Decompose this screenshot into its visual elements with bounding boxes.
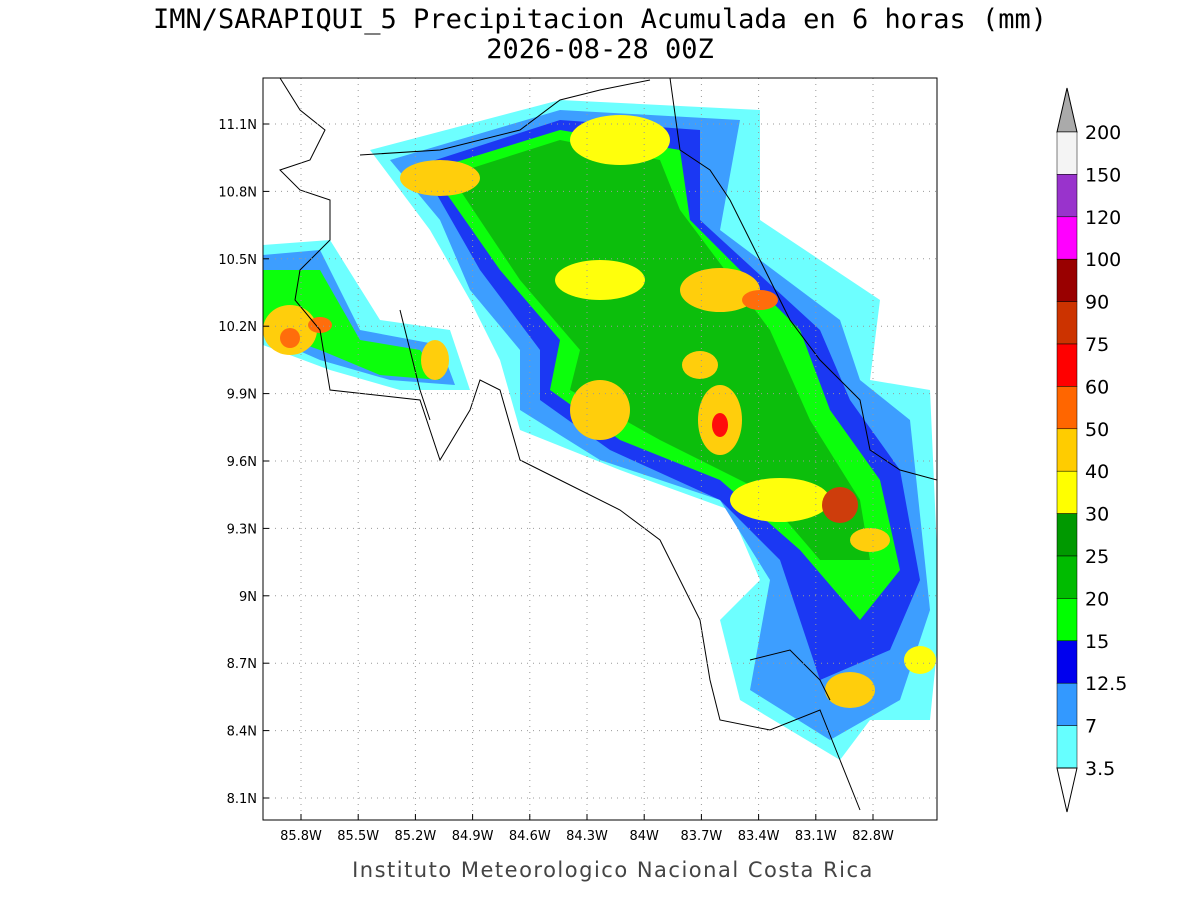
color-box <box>1056 513 1078 557</box>
lon-label: 82.8W <box>852 829 894 844</box>
lat-label: 11.1N <box>218 118 257 133</box>
color-box <box>1056 174 1078 218</box>
color-box <box>1056 725 1078 769</box>
color-box <box>1056 682 1078 726</box>
lat-label: 10.5N <box>218 253 257 268</box>
color-box <box>1056 343 1078 387</box>
colorbar-label: 150 <box>1085 164 1121 186</box>
colorbar-label: 50 <box>1085 419 1109 441</box>
lat-label: 9.6N <box>227 455 257 470</box>
lon-label: 83.1W <box>795 829 837 844</box>
colorbar-label: 100 <box>1085 249 1121 271</box>
color-box <box>1056 386 1078 430</box>
color-box <box>1056 216 1078 260</box>
lon-label: 85.2W <box>394 829 436 844</box>
colorbar: 200 150 120 100 90 75 60 50 40 30 25 20 15 12.5 7 3.5 <box>1056 87 1127 813</box>
lat-label: 8.1N <box>227 792 257 807</box>
lon-label: 84W <box>629 829 659 844</box>
color-box <box>1056 470 1078 514</box>
colorbar-label: 3.5 <box>1085 758 1115 780</box>
lat-label: 8.4N <box>227 725 257 740</box>
colorbar-label: 60 <box>1085 376 1109 398</box>
color-box <box>1056 598 1078 642</box>
color-box <box>1056 258 1078 302</box>
under-triangle <box>1056 767 1078 813</box>
precip-field <box>263 78 937 811</box>
lat-label: 10.2N <box>218 320 257 335</box>
color-box <box>1056 428 1078 472</box>
colorbar-label: 20 <box>1085 588 1109 610</box>
color-box <box>1056 640 1078 684</box>
lon-label: 84.3W <box>566 829 608 844</box>
lon-label: 85.8W <box>280 829 322 844</box>
colorbar-label: 90 <box>1085 292 1109 314</box>
lat-label: 9.3N <box>227 522 257 537</box>
color-box <box>1056 301 1078 345</box>
subtitle: 2026-08-28 00Z <box>486 34 714 65</box>
lat-label: 8.7N <box>227 657 257 672</box>
lat-label: 9N <box>239 590 257 605</box>
lon-label: 83.7W <box>680 829 722 844</box>
lon-label: 84.6W <box>509 829 551 844</box>
colorbar-label: 200 <box>1085 122 1121 144</box>
colorbar-label: 25 <box>1085 546 1109 568</box>
lon-label: 83.4W <box>738 829 780 844</box>
colorbar-label: 75 <box>1085 334 1109 356</box>
lon-label: 84.9W <box>452 829 494 844</box>
colorbar-label: 120 <box>1085 207 1121 229</box>
coastline <box>279 78 937 811</box>
colorbar-label: 15 <box>1085 631 1109 653</box>
colorbar-label: 7 <box>1085 716 1097 738</box>
title: IMN/SARAPIQUI_5 Precipitacion Acumulada … <box>153 4 1047 35</box>
colorbar-label: 40 <box>1085 461 1109 483</box>
over-triangle <box>1056 87 1078 133</box>
colorbar-label: 12.5 <box>1085 673 1127 695</box>
footer: Instituto Meteorologico Nacional Costa R… <box>352 858 874 882</box>
lat-label: 10.8N <box>218 185 257 200</box>
color-box <box>1056 555 1078 599</box>
color-box <box>1056 131 1078 175</box>
map-frame <box>262 77 938 821</box>
lon-label: 85.5W <box>337 829 379 844</box>
lat-label: 9.9N <box>227 388 257 403</box>
colorbar-label: 30 <box>1085 504 1109 526</box>
graticule: 11.1N 10.8N 10.5N 10.2N 9.9N 9.6N 9.3N 9N 8.7N 8.… <box>218 78 937 844</box>
